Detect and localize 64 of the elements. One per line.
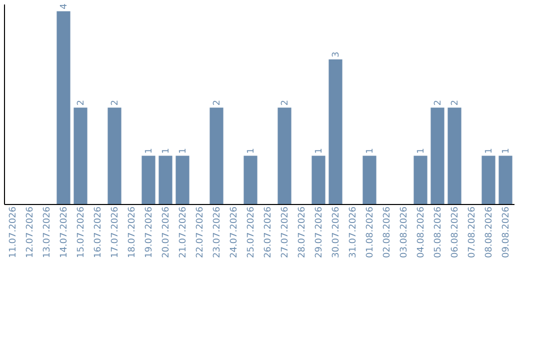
bar [362,156,376,204]
data-label: 1 [246,148,256,154]
x-tick-label: 02.08.2026 [382,206,392,258]
x-tick-label: 08.08.2026 [484,206,494,258]
bar [56,11,70,204]
x-tick-label: 18.07.2026 [128,206,138,258]
x-tick-label: 16.07.2026 [94,206,104,258]
x-tick-label: 27.07.2026 [280,206,290,258]
x-tick-label: 31.07.2026 [348,206,358,258]
bar [74,108,88,204]
bar [142,156,156,204]
data-label: 2 [110,100,120,106]
bar [158,156,172,204]
x-tick-label: 25.07.2026 [246,206,256,258]
x-tick-label: 21.07.2026 [178,206,188,258]
bar [328,59,342,204]
data-label: 4 [60,3,70,10]
bar [278,108,292,204]
data-label: 2 [434,100,444,106]
data-label: 2 [450,100,460,106]
x-tick-label: 28.07.2026 [298,206,308,258]
x-tick-label: 20.07.2026 [162,206,172,258]
data-label: 2 [212,100,222,106]
x-tick-label: 14.07.2026 [60,206,70,258]
x-tick-label: 07.08.2026 [468,206,478,258]
data-label: 1 [178,148,188,154]
x-tick-label: 24.07.2026 [230,206,240,258]
bar [498,156,512,204]
x-tick-label: 09.08.2026 [502,206,512,258]
x-tick-label: 17.07.2026 [110,206,120,258]
x-tick-label: 03.08.2026 [400,206,410,258]
bar [430,108,444,204]
x-tick-label: 19.07.2026 [144,206,154,258]
x-tick-label: 05.08.2026 [434,206,444,258]
data-label: 2 [280,100,290,106]
x-tick-label: 06.08.2026 [450,206,460,258]
data-label: 1 [502,148,512,154]
data-label: 1 [416,148,426,154]
x-tick-label: 04.08.2026 [416,206,426,258]
x-tick-label: 01.08.2026 [366,206,376,258]
bar [244,156,258,204]
x-tick-label: 29.07.2026 [314,206,324,258]
bar [108,108,122,204]
data-label: 1 [366,148,376,154]
x-tick-label: 30.07.2026 [332,206,342,258]
x-tick-label: 23.07.2026 [212,206,222,258]
data-label: 3 [332,52,342,58]
x-tick-label: 13.07.2026 [42,206,52,258]
data-label: 1 [484,148,494,154]
bar [482,156,496,204]
bar [414,156,428,204]
bar [176,156,190,204]
x-tick-label: 11.07.2026 [8,206,18,258]
x-tick-label: 12.07.2026 [26,206,36,258]
x-tick-label: 26.07.2026 [264,206,274,258]
bar [210,108,224,204]
x-tick-label: 22.07.2026 [196,206,206,258]
data-label: 1 [162,148,172,154]
x-tick-label: 15.07.2026 [76,206,86,258]
data-label: 1 [144,148,154,154]
bar [312,156,326,204]
bar [448,108,462,204]
data-label: 2 [76,100,86,106]
data-label: 1 [314,148,324,154]
